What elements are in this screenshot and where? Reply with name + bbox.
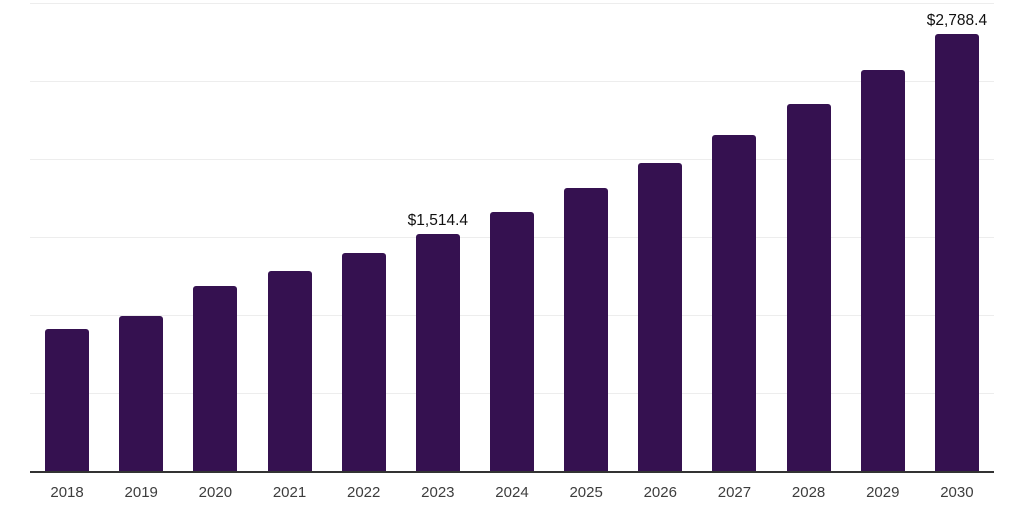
x-tick-label-2028: 2028 [791, 484, 826, 501]
plot-area: $1,514.4 $2,788.4 [30, 3, 994, 473]
gridline [30, 81, 994, 82]
x-axis-line [30, 471, 994, 473]
chart-bar-2022 [341, 253, 386, 471]
chart-bar-2029 [860, 70, 905, 471]
x-tick-label-2027: 2027 [717, 484, 752, 501]
chart-bar-2030 [934, 33, 979, 471]
x-tick-label-2018: 2018 [50, 484, 84, 501]
x-tick-label-2022: 2022 [346, 484, 381, 501]
chart-bar-2023 [415, 233, 460, 471]
chart-bar-2019 [119, 316, 164, 471]
gridline [30, 3, 994, 4]
gridline [30, 159, 994, 160]
chart-bar-2026 [638, 162, 683, 471]
x-tick-label-2030: 2030 [940, 484, 974, 501]
chart-bar-2018 [45, 329, 90, 471]
x-tick-label-2020: 2020 [198, 484, 233, 501]
bar-value-label-2023: $1,514.4 [407, 211, 469, 229]
bar-value-label-2030: $2,788.4 [926, 11, 988, 29]
chart-bar-2024 [490, 211, 534, 471]
chart-bar-2021 [267, 270, 312, 471]
chart-bar-2025 [564, 188, 609, 471]
x-tick-label-2025: 2025 [569, 484, 603, 501]
x-tick-label-2026: 2026 [643, 484, 677, 501]
x-tick-label-2023: 2023 [421, 484, 455, 501]
chart-bar-2020 [193, 286, 238, 471]
x-tick-label-2019: 2019 [124, 484, 158, 501]
chart-bar-2028 [786, 103, 831, 471]
x-tick-label-2021: 2021 [272, 484, 307, 501]
x-tick-label-2024: 2024 [495, 484, 529, 501]
x-axis-labels: 2018 2019 2020 2021 2022 2023 2024 2025 2026 2027… [30, 484, 994, 502]
chart-bar-2027 [712, 134, 757, 471]
x-tick-label-2029: 2029 [866, 484, 900, 501]
